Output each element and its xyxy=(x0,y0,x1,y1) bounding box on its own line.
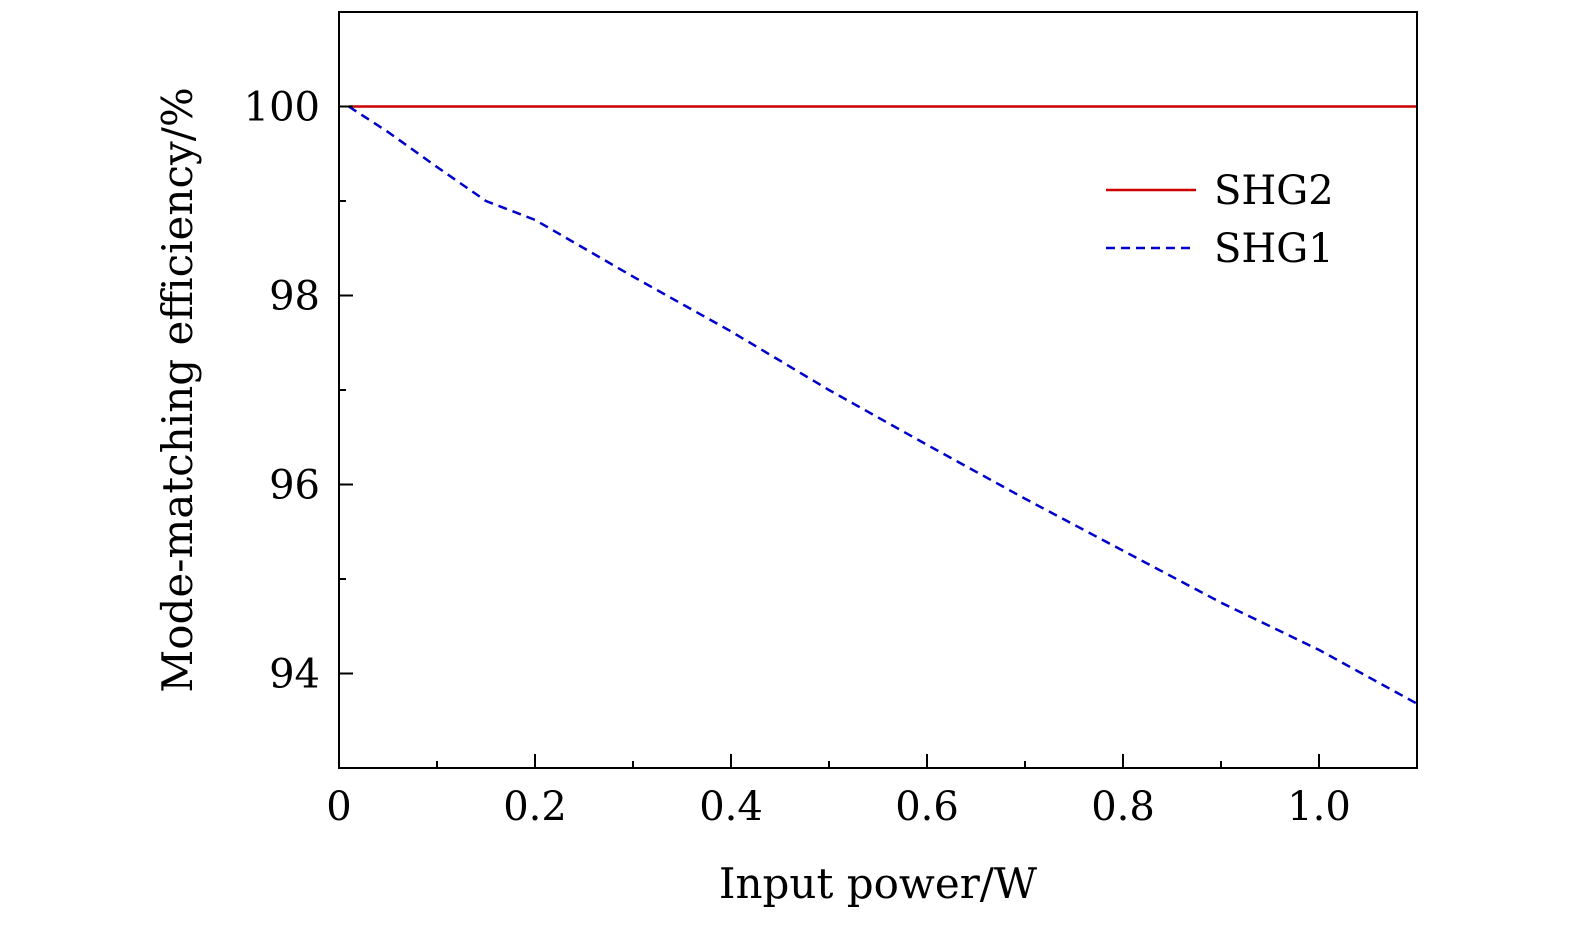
x-tick-label: 0.2 xyxy=(503,784,567,830)
y-axis-title: Mode-matching efficiency/% xyxy=(153,87,202,693)
x-axis-title: Input power/W xyxy=(719,859,1038,908)
y-tick-label: 100 xyxy=(244,85,320,131)
y-tick-label: 96 xyxy=(269,463,320,509)
series-layer xyxy=(348,105,1418,705)
tick-layer: 0 0.2 0.4 0.6 0.8 1.0 94 96 98 100 xyxy=(244,85,1351,831)
series-line-shg1 xyxy=(348,105,1418,705)
x-tick-label: 0 xyxy=(326,784,351,830)
plot-frame xyxy=(338,11,1418,769)
x-tick-label: 0.4 xyxy=(699,784,763,830)
y-tick-label: 98 xyxy=(269,274,320,320)
y-tick-label: 94 xyxy=(269,652,320,698)
legend-label-shg1: SHG1 xyxy=(1214,226,1334,272)
legend: SHG2 SHG1 xyxy=(1106,168,1334,272)
x-tick-label: 0.8 xyxy=(1091,784,1155,830)
x-tick-label: 0.6 xyxy=(895,784,959,830)
x-tick-label: 1.0 xyxy=(1287,784,1351,830)
legend-label-shg2: SHG2 xyxy=(1214,168,1334,214)
